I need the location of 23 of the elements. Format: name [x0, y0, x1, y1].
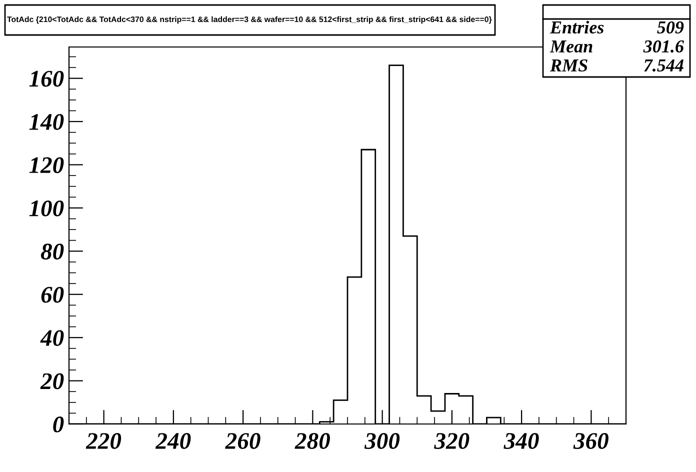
y-tick-label: 60	[41, 286, 64, 303]
x-tick-label: 220	[86, 433, 122, 449]
text: 509	[657, 21, 684, 34]
y-tick-label: 100	[29, 200, 64, 216]
y-tick-label: 20	[40, 373, 64, 390]
text: 301.6	[643, 40, 684, 53]
x-tick-label: 340	[504, 433, 539, 449]
y-tick-label: 160	[29, 70, 64, 87]
y-tick-label: 0	[53, 416, 64, 432]
x-tick-label: 240	[155, 433, 191, 449]
text: 7.544	[644, 59, 684, 72]
x-tick-label: 260	[225, 433, 260, 449]
y-tick-label: 80	[40, 244, 64, 260]
y-tick-label: 140	[29, 114, 64, 130]
x-tick-label: 300	[364, 433, 400, 449]
y-tick-label: 40	[40, 330, 64, 346]
annotation: RMS	[550, 59, 588, 72]
x-tick-label: 320	[434, 433, 470, 449]
text: Entries	[550, 20, 604, 34]
y-tick-label: 120	[29, 157, 64, 174]
x-tick-label: 280	[294, 433, 330, 449]
annotation: Mean	[550, 40, 592, 53]
x-tick-label: 360	[573, 433, 608, 449]
